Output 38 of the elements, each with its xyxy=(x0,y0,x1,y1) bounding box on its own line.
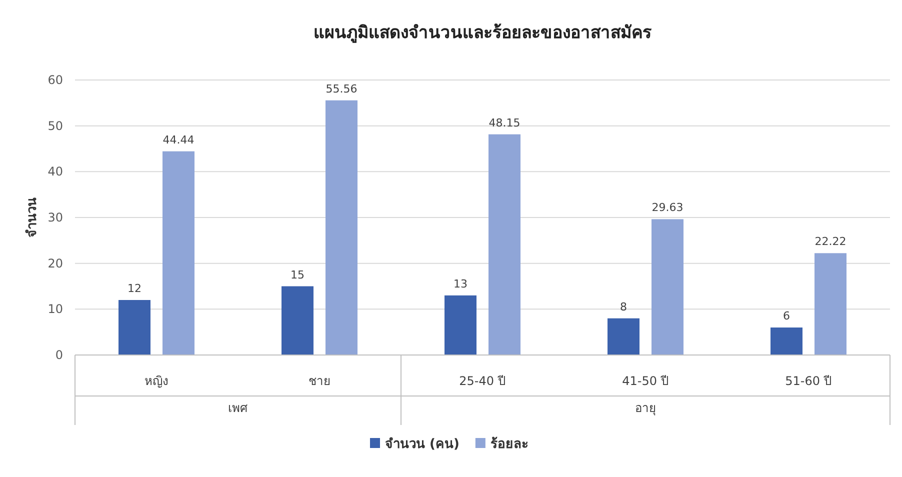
x-tick-label: 41-50 ปี xyxy=(622,374,669,388)
y-tick-label: 40 xyxy=(48,164,63,179)
x-tick-label: ชาย xyxy=(308,374,330,388)
bar xyxy=(282,286,314,355)
data-label: 48.15 xyxy=(488,116,520,130)
bar xyxy=(444,295,476,355)
y-tick-label: 30 xyxy=(48,210,63,224)
y-tick-label: 50 xyxy=(48,118,63,133)
data-label: 6 xyxy=(783,310,790,322)
y-tick-label: 60 xyxy=(48,73,63,87)
text: อายุ xyxy=(635,401,656,416)
data-label: 55.56 xyxy=(326,82,358,96)
x-tick-label: 25-40 ปี xyxy=(459,374,506,388)
bar xyxy=(652,219,684,355)
chart-title: แผนภูมิแสดงจำนวนและร้อยละของอาสาสมัคร xyxy=(314,23,652,44)
data-label: 29.63 xyxy=(652,201,684,214)
bar xyxy=(118,300,150,355)
y-tick-label: 20 xyxy=(48,256,63,270)
bar xyxy=(162,151,194,355)
y-tick-label: 10 xyxy=(48,302,63,316)
bar xyxy=(770,328,802,355)
text: เพศ xyxy=(228,401,248,415)
bar xyxy=(608,318,640,355)
data-label: 13 xyxy=(454,277,468,290)
data-label: 15 xyxy=(290,268,304,282)
legend-label: ร้อยละ xyxy=(490,436,528,452)
bar xyxy=(326,100,358,355)
x-tick-label: 51-60 ปี xyxy=(785,374,832,388)
data-label: 8 xyxy=(620,300,627,314)
legend-label: จำนวน (คน) xyxy=(385,436,460,452)
data-label: 22.22 xyxy=(814,235,846,248)
bar xyxy=(814,253,846,355)
y-axis-title: จำนวน xyxy=(24,198,40,238)
data-label: 12 xyxy=(128,282,142,295)
bar xyxy=(488,134,520,355)
y-tick-label: 0 xyxy=(55,348,63,362)
x-tick-label: หญิง xyxy=(144,374,168,388)
data-label: 44.44 xyxy=(162,133,194,146)
